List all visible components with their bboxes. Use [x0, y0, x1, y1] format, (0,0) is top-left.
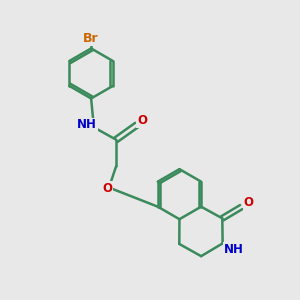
- Text: O: O: [137, 114, 147, 127]
- Text: O: O: [102, 182, 112, 195]
- Text: Br: Br: [83, 32, 99, 46]
- Text: NH: NH: [224, 243, 244, 256]
- Text: NH: NH: [77, 118, 97, 131]
- Text: O: O: [244, 196, 254, 209]
